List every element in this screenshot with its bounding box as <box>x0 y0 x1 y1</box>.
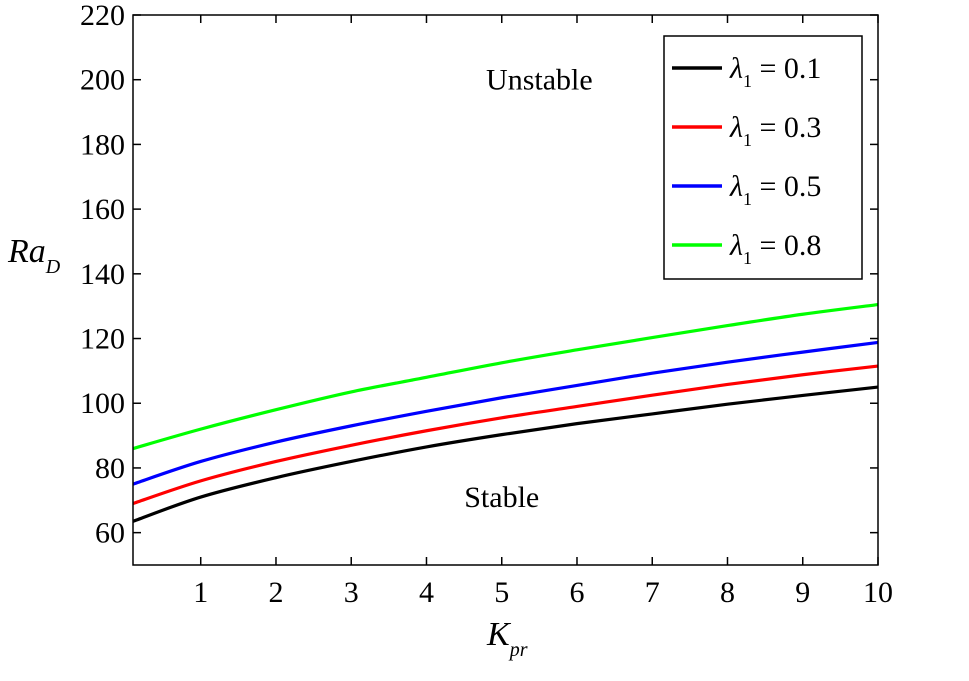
y-axis-title-main: Ra <box>7 233 46 270</box>
legend-symbol: λ <box>729 52 743 85</box>
legend-subscript: 1 <box>743 248 752 268</box>
x-axis-title: Kpr <box>486 616 528 661</box>
y-axis-title: RaD <box>7 233 61 278</box>
legend-label-4: λ1 = 0.8 <box>729 229 821 268</box>
legend-label-3: λ1 = 0.5 <box>729 170 821 209</box>
series-line-1 <box>132 385 879 523</box>
series-line-3 <box>132 340 879 486</box>
x-tick-label: 6 <box>569 576 584 609</box>
y-tick-label: 140 <box>80 258 125 291</box>
legend-subscript: 1 <box>743 130 752 150</box>
legend-box <box>663 35 863 280</box>
y-tick-label: 60 <box>95 517 125 550</box>
region-label-stable: Stable <box>464 481 539 514</box>
x-axis-title-sub: pr <box>508 639 528 661</box>
legend-value: = 0.5 <box>752 170 821 203</box>
legend-subscript: 1 <box>743 189 752 209</box>
region-label-unstable: Unstable <box>486 64 593 97</box>
x-tick-label: 1 <box>193 576 208 609</box>
legend-symbol: λ <box>729 111 743 144</box>
legend-value: = 0.1 <box>752 52 821 85</box>
legend-value: = 0.3 <box>752 111 821 144</box>
legend-label-2: λ1 = 0.3 <box>729 111 821 150</box>
x-tick-label: 4 <box>419 576 434 609</box>
x-tick-label: 8 <box>720 576 735 609</box>
y-tick-label: 180 <box>80 128 125 161</box>
series-line-4 <box>132 302 879 451</box>
x-tick-label: 7 <box>645 576 660 609</box>
y-tick-label: 160 <box>80 193 125 226</box>
legend-symbol: λ <box>729 229 743 262</box>
legend-value: = 0.8 <box>752 229 821 262</box>
y-tick-label: 80 <box>95 452 125 485</box>
series-layer <box>132 302 879 523</box>
y-tick-label: 100 <box>80 387 125 420</box>
y-tick-label: 220 <box>80 0 125 32</box>
legend: λ1 = 0.1λ1 = 0.3λ1 = 0.5λ1 = 0.8 <box>663 35 863 280</box>
x-tick-label: 5 <box>494 576 509 609</box>
annotation-layer: Unstable Stable <box>464 64 592 514</box>
x-tick-label: 2 <box>268 576 283 609</box>
y-axis-title-sub: D <box>45 256 61 278</box>
legend-symbol: λ <box>729 170 743 203</box>
series-line-2 <box>132 364 879 506</box>
y-tick-label: 200 <box>80 64 125 97</box>
x-axis-title-main: K <box>486 616 512 653</box>
y-tick-label: 120 <box>80 323 125 356</box>
x-tick-label: 9 <box>795 576 810 609</box>
legend-subscript: 1 <box>743 71 752 91</box>
legend-label-1: λ1 = 0.1 <box>729 52 821 91</box>
x-tick-label: 3 <box>344 576 359 609</box>
x-tick-label: 10 <box>863 576 893 609</box>
tick-layer: 1 2 3 4 5 6 7 8 9 10 60 80 100 120 140 160 180 200 220 <box>80 0 893 609</box>
plot-frame <box>132 14 879 566</box>
